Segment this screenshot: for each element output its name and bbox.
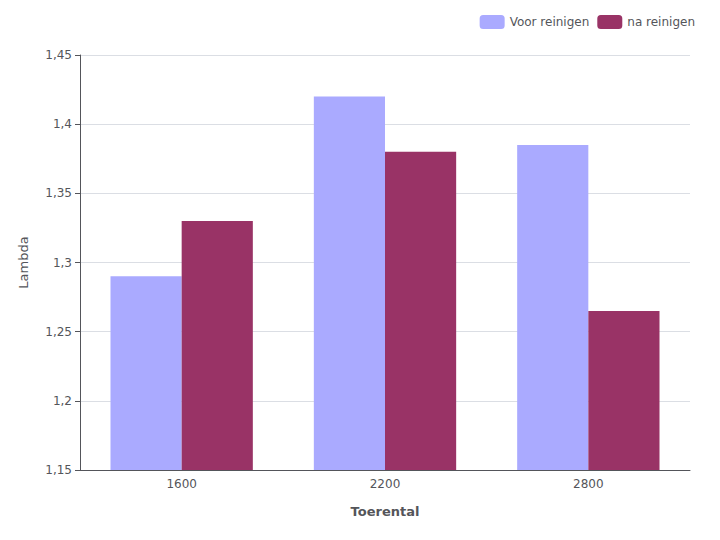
svg-text:1,45: 1,45 xyxy=(45,48,72,62)
svg-text:Toerental: Toerental xyxy=(351,504,420,519)
svg-text:1,4: 1,4 xyxy=(53,117,72,131)
svg-text:1,25: 1,25 xyxy=(45,325,72,339)
svg-text:1,15: 1,15 xyxy=(45,463,72,477)
svg-text:1,35: 1,35 xyxy=(45,186,72,200)
svg-text:2800: 2800 xyxy=(573,477,604,491)
svg-text:1,3: 1,3 xyxy=(53,256,72,270)
svg-text:Voor reinigen: Voor reinigen xyxy=(510,15,590,29)
svg-text:1,2: 1,2 xyxy=(53,394,72,408)
svg-text:na reinigen: na reinigen xyxy=(627,15,695,29)
svg-text:2200: 2200 xyxy=(370,477,401,491)
svg-text:1600: 1600 xyxy=(166,477,197,491)
svg-text:Lambda: Lambda xyxy=(16,236,31,288)
